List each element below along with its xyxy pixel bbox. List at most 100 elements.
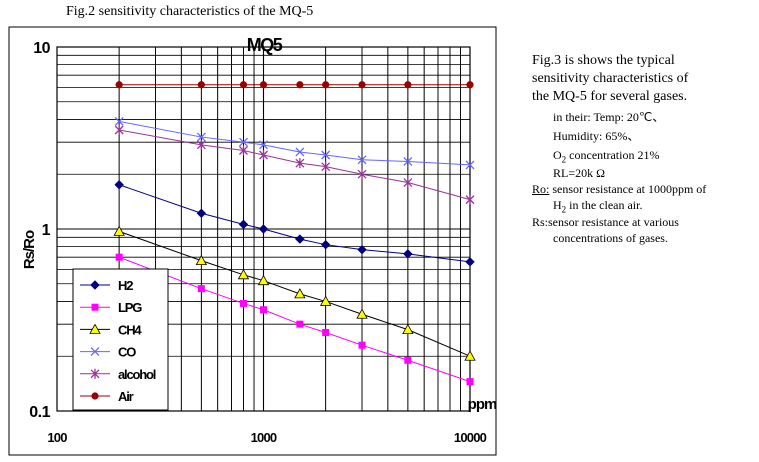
marker-shape [113, 225, 125, 236]
note-line-6-a: O [553, 148, 562, 162]
data-point [114, 116, 124, 126]
x-tick-label: 1000 [251, 430, 277, 445]
data-point [403, 177, 413, 188]
note-line-7: RL=20k Ω [553, 166, 606, 180]
note-line-6: O2 concentration 21% [553, 148, 659, 167]
marker-shape [321, 161, 331, 172]
chart-title: MQ5 [247, 35, 283, 55]
data-point [238, 219, 249, 230]
marker-shape [197, 285, 205, 293]
note-line-11: concentrations of gases. [553, 231, 668, 245]
figure-caption: Fig.2 sensitivity characteristics of the… [66, 4, 314, 19]
marker-shape [320, 239, 331, 250]
marker-shape [196, 139, 206, 150]
marker-shape [237, 269, 250, 280]
note-line-8: Ro: sensor resistance at 1000ppm of [532, 182, 706, 197]
data-point [357, 155, 367, 165]
data-point [239, 81, 248, 89]
legend-marker [90, 368, 100, 379]
marker-shape [319, 295, 332, 306]
note-line-9-b: in the clean air. [566, 198, 643, 212]
marker-shape [402, 323, 414, 335]
data-point [260, 306, 267, 314]
x-axis-label: ppm [468, 396, 497, 413]
legend-marker [89, 323, 101, 334]
note-line-4: in their: Temp: 20℃、 [553, 110, 665, 124]
data-point [466, 378, 474, 386]
y-tick-label: 10 [33, 40, 50, 57]
marker-shape [294, 288, 306, 299]
data-point [114, 180, 124, 190]
data-point [465, 160, 475, 170]
marker-shape [322, 81, 330, 89]
data-point [320, 239, 331, 250]
marker-shape [91, 303, 99, 311]
data-point [465, 257, 475, 267]
marker-shape [357, 155, 367, 165]
legend: H2 LPG CH4 CO alcohol Air [72, 268, 169, 411]
data-point [296, 81, 304, 89]
data-point [239, 299, 247, 307]
legend-label: H2 [118, 278, 133, 293]
marker-shape [295, 158, 305, 169]
data-point [295, 147, 305, 157]
data-point [358, 341, 366, 349]
marker-shape [465, 194, 475, 205]
note-line-6-b: concentration 21% [566, 148, 660, 162]
x-tick-label: 10000 [454, 430, 487, 445]
legend-marker [90, 280, 100, 290]
note-line-10: Rs:sensor resistance at various [532, 215, 679, 229]
y-tick-label: 0.1 [29, 404, 50, 421]
marker-shape [321, 150, 331, 160]
marker-shape [257, 274, 270, 286]
data-point [115, 81, 123, 89]
marker-shape [403, 157, 413, 166]
x-tick-label: 100 [47, 430, 67, 445]
marker-shape [404, 81, 412, 89]
marker-shape [403, 177, 413, 188]
data-point [239, 137, 248, 147]
marker-shape [357, 244, 367, 255]
data-point [196, 132, 206, 142]
data-point [319, 295, 332, 306]
marker-shape [296, 81, 304, 89]
marker-shape [296, 320, 304, 328]
marker-shape [90, 347, 100, 357]
data-point [239, 145, 248, 156]
marker-shape [322, 328, 330, 336]
marker-shape [465, 160, 475, 170]
data-point [115, 253, 123, 261]
legend-box [72, 268, 169, 411]
note-line-3: the MQ-5 for several gases. [532, 89, 688, 104]
note-line-2: sensitivity characteristics of [532, 71, 689, 86]
data-point [357, 244, 367, 255]
data-point [322, 81, 330, 89]
marker-shape [238, 219, 249, 230]
marker-shape [197, 81, 205, 89]
data-point [259, 150, 268, 161]
data-point [322, 328, 330, 336]
marker-shape [114, 124, 124, 135]
data-point [197, 81, 205, 89]
data-point [321, 161, 331, 172]
marker-shape [114, 180, 124, 190]
legend-label: CO [118, 345, 136, 360]
marker-shape [465, 257, 475, 267]
marker-shape [466, 378, 474, 386]
marker-shape [259, 81, 268, 89]
data-point [295, 234, 305, 244]
data-point [464, 350, 476, 361]
data-point [259, 81, 268, 89]
note-line-6-sub: 2 [561, 154, 567, 165]
marker-shape [114, 116, 124, 126]
data-point [466, 81, 474, 89]
marker-shape [196, 208, 207, 218]
data-point [197, 285, 205, 293]
legend-marker [91, 303, 99, 311]
marker-shape [356, 308, 368, 319]
data-point [403, 157, 413, 166]
plot-area-border [56, 46, 471, 412]
marker-shape [404, 356, 412, 364]
marker-shape [90, 368, 100, 379]
